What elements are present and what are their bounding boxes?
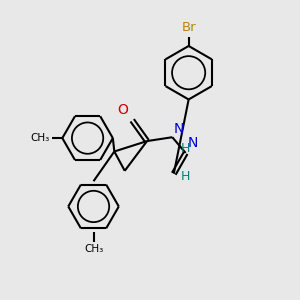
Text: N: N xyxy=(187,136,197,150)
Text: H: H xyxy=(181,142,190,155)
Text: CH₃: CH₃ xyxy=(84,244,103,254)
Text: Br: Br xyxy=(181,21,196,34)
Text: N: N xyxy=(174,122,184,136)
Text: H: H xyxy=(181,170,190,183)
Text: O: O xyxy=(118,103,129,117)
Text: CH₃: CH₃ xyxy=(31,133,50,143)
